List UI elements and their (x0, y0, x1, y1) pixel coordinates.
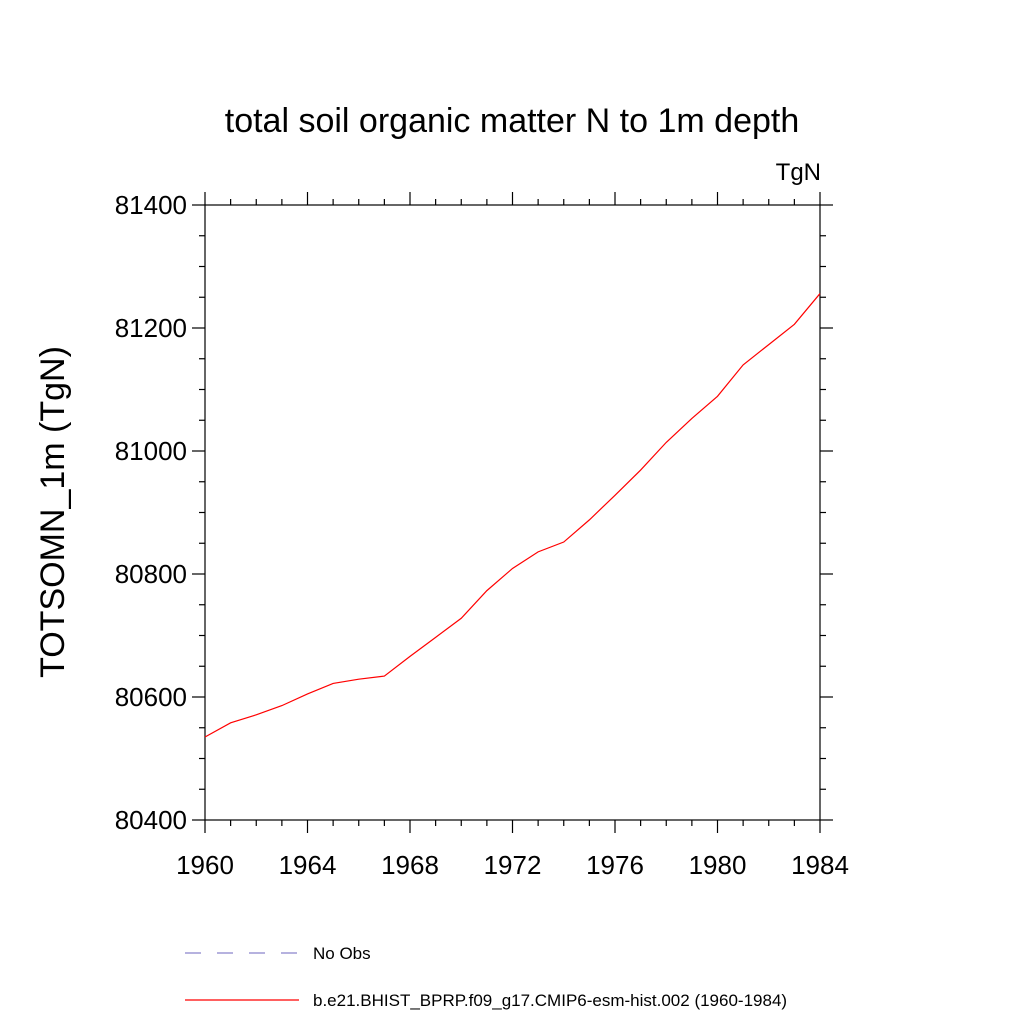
units-label: TgN (776, 159, 821, 186)
plot-frame (204, 204, 821, 821)
y-tick-label: 81000 (115, 436, 187, 466)
y-axis-label: TOTSOMN_1m (TgN) (34, 346, 72, 678)
axis-ticks: 1960 1964 1968 1972 1976 1980 1984 80400 80600 80… (115, 190, 849, 880)
x-tick-label: 1960 (176, 850, 234, 880)
y-tick-label: 80600 (115, 682, 187, 712)
x-tick-label: 1968 (381, 850, 439, 880)
x-tick-label: 1984 (791, 850, 849, 880)
series-lines (204, 293, 821, 738)
legend-label-no-obs: No Obs (313, 944, 371, 963)
y-tick-label: 80800 (115, 559, 187, 589)
y-tick-label: 81400 (115, 190, 187, 220)
x-tick-label: 1972 (484, 850, 542, 880)
legend-label-model: b.e21.BHIST_BPRP.f09_g17.CMIP6-esm-hist.… (313, 991, 787, 1010)
chart-title: total soil organic matter N to 1m depth (225, 102, 800, 140)
y-tick-label: 80400 (115, 805, 187, 835)
x-tick-label: 1964 (279, 850, 337, 880)
x-tick-label: 1980 (689, 850, 747, 880)
y-tick-label: 81200 (115, 313, 187, 343)
series-line-0 (204, 293, 821, 738)
legend: No Obs b.e21.BHIST_BPRP.f09_g17.CMIP6-es… (185, 944, 787, 1010)
x-tick-label: 1976 (586, 850, 644, 880)
